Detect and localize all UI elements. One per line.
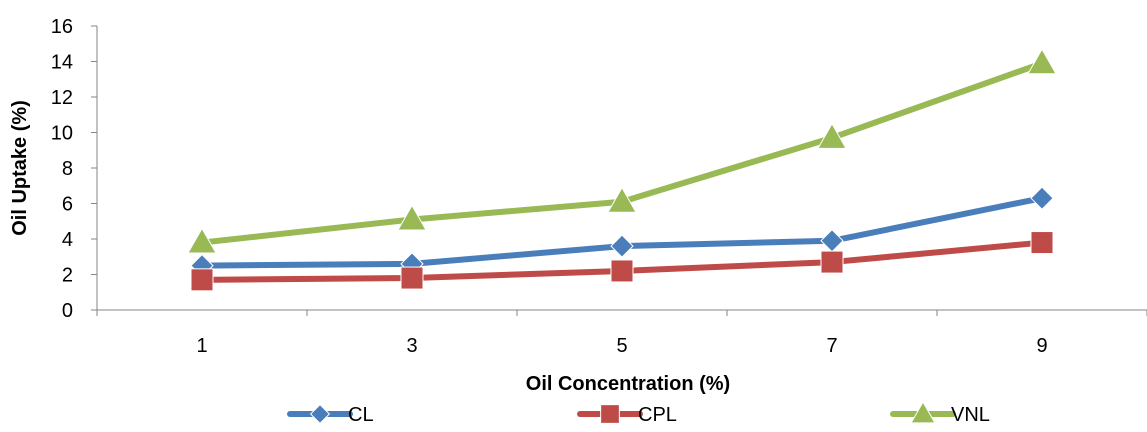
x-tick-label: 1 bbox=[196, 335, 207, 357]
legend-item-cpl: CPL bbox=[577, 404, 677, 426]
legend-marker bbox=[600, 404, 620, 424]
y-tick-label: 6 bbox=[62, 194, 73, 216]
legend-label: CL bbox=[348, 404, 374, 426]
data-point bbox=[397, 204, 427, 231]
legend-label: VNL bbox=[951, 404, 990, 426]
x-tick-label: 5 bbox=[616, 335, 627, 357]
x-axis-title: Oil Concentration (%) bbox=[526, 373, 730, 395]
legend-marker bbox=[309, 403, 331, 425]
data-point bbox=[187, 227, 217, 254]
data-point bbox=[820, 229, 844, 253]
series-line-vnl bbox=[199, 60, 1045, 246]
legend-marker bbox=[910, 401, 936, 424]
data-point bbox=[610, 259, 634, 283]
legend-item-vnl: VNL bbox=[890, 401, 990, 426]
y-tick-label: 2 bbox=[62, 265, 73, 287]
y-axis-title: Oil Uptake (%) bbox=[9, 100, 31, 236]
x-axis: 1 3 5 7 9 bbox=[96, 309, 1147, 357]
data-point bbox=[1027, 48, 1057, 75]
series-cpl bbox=[190, 231, 1054, 292]
y-axis: 0 2 4 6 8 10 12 14 16 bbox=[51, 16, 98, 322]
y-tick-label: 0 bbox=[62, 300, 73, 322]
data-point bbox=[607, 186, 637, 213]
y-tick-label: 8 bbox=[62, 158, 73, 180]
legend-label: CPL bbox=[638, 404, 677, 426]
data-point bbox=[190, 268, 214, 292]
legend-item-cl: CL bbox=[287, 403, 374, 426]
x-tick-label: 7 bbox=[826, 335, 837, 357]
series-vnl bbox=[187, 48, 1057, 254]
x-tick-label: 9 bbox=[1036, 335, 1047, 357]
y-tick-label: 12 bbox=[51, 87, 73, 109]
legend: CL CPL VNL bbox=[287, 401, 990, 426]
data-point bbox=[1030, 186, 1054, 210]
x-tick-label: 3 bbox=[406, 335, 417, 357]
y-tick-label: 14 bbox=[51, 52, 73, 74]
data-point bbox=[1030, 231, 1054, 255]
y-tick-label: 4 bbox=[62, 229, 73, 251]
y-tick-label: 10 bbox=[51, 123, 73, 145]
data-point bbox=[610, 234, 634, 258]
data-point bbox=[817, 122, 847, 149]
data-point bbox=[400, 266, 424, 290]
plot-area bbox=[187, 48, 1057, 292]
data-point bbox=[820, 250, 844, 274]
y-tick-label: 16 bbox=[51, 16, 73, 38]
